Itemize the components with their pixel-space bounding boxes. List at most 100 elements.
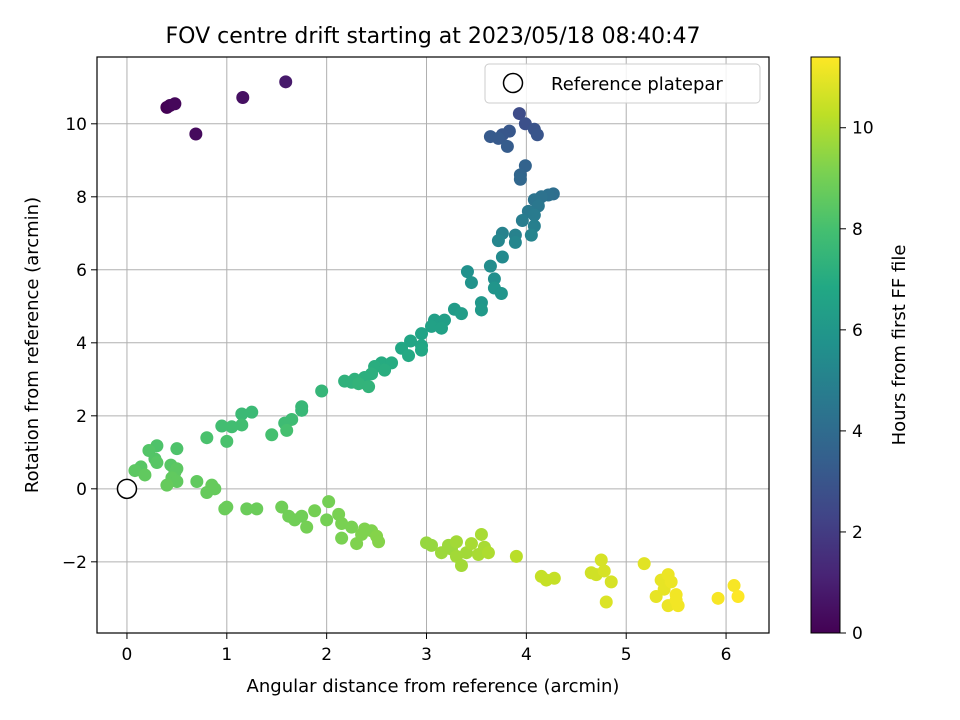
data-point [128, 464, 142, 478]
data-point [474, 527, 488, 541]
data-point [513, 172, 527, 186]
data-point [250, 502, 264, 516]
y-tick-label: 4 [76, 334, 87, 354]
data-point [378, 363, 392, 377]
data-point [491, 131, 505, 145]
data-point [236, 91, 250, 105]
data-point [225, 420, 239, 434]
data-point [402, 349, 416, 363]
legend-label: Reference platepar [551, 74, 723, 95]
data-point [190, 475, 204, 489]
data-point [335, 531, 349, 545]
data-point [170, 475, 184, 489]
reference-marker [116, 478, 138, 500]
data-point [280, 423, 294, 437]
x-tick-label: 1 [221, 645, 232, 665]
data-point [494, 287, 508, 301]
data-point [527, 208, 541, 222]
legend: Reference platepar [484, 63, 761, 104]
data-point [295, 403, 309, 417]
colorbar-gradient [810, 56, 841, 634]
y-tick-label: 2 [76, 407, 87, 427]
data-point [599, 595, 613, 609]
data-point [320, 513, 334, 527]
x-tick-label: 2 [321, 645, 332, 665]
data-point [235, 418, 249, 432]
data-point [547, 571, 561, 585]
data-point [352, 377, 366, 391]
data-point [524, 228, 538, 242]
data-point [345, 520, 359, 534]
colorbar-label: Hours from first FF file [889, 245, 910, 446]
data-point [594, 553, 608, 567]
data-point [275, 500, 289, 514]
data-point [322, 495, 336, 509]
data-point [495, 250, 509, 264]
plot-border [96, 56, 770, 634]
data-point [727, 579, 741, 593]
data-point [200, 431, 214, 445]
data-point [415, 327, 429, 341]
data-point [474, 303, 488, 317]
data-point [372, 535, 386, 549]
data-point [509, 549, 523, 563]
data-point [208, 482, 222, 496]
data-point [464, 276, 478, 290]
data-point [434, 321, 448, 335]
data-point [597, 564, 611, 578]
data-point [711, 591, 725, 605]
y-tick-label: 6 [76, 261, 87, 281]
data-point [449, 535, 463, 549]
legend-reference-marker [502, 72, 524, 94]
data-point [669, 593, 683, 607]
data-point [295, 509, 309, 523]
colorbar-tick-label: 10 [852, 119, 874, 139]
data-point [731, 589, 745, 603]
x-tick-label: 5 [621, 645, 632, 665]
y-tick-label: 0 [76, 480, 87, 500]
data-point [160, 478, 174, 492]
data-point [481, 546, 495, 560]
x-tick-label: 6 [721, 645, 732, 665]
data-point [335, 516, 349, 530]
data-point [404, 334, 418, 348]
data-point [515, 214, 529, 228]
data-point [637, 557, 651, 571]
data-point [530, 128, 544, 142]
data-point [245, 405, 259, 419]
data-point [415, 343, 429, 357]
data-point [425, 538, 439, 552]
data-point [300, 520, 314, 534]
data-point [460, 265, 474, 279]
data-point [138, 468, 152, 482]
colorbar-tick-label: 4 [852, 422, 863, 442]
data-point [512, 107, 526, 121]
data-point [170, 442, 184, 456]
plot-area [97, 57, 769, 633]
data-point [664, 575, 678, 589]
data-point [604, 575, 618, 589]
data-point [500, 139, 514, 153]
x-tick-label: 0 [122, 645, 133, 665]
x-axis-ticks: 0 1 2 3 4 5 6 [122, 633, 732, 665]
data-point [308, 504, 322, 518]
data-point [240, 502, 254, 516]
y-tick-label: −2 [62, 553, 87, 573]
data-point [168, 97, 182, 111]
data-point [315, 384, 329, 398]
colorbar-tick-label: 8 [852, 220, 863, 240]
data-point [189, 127, 203, 141]
colorbar: 0 2 4 6 8 10 Hours from first FF file [810, 56, 910, 644]
colorbar-tick-label: 6 [852, 321, 863, 341]
legend-box [484, 63, 761, 104]
colorbar-tick-label: 2 [852, 523, 863, 543]
chart-title: FOV centre drift starting at 2023/05/18 … [166, 24, 701, 49]
data-point [265, 428, 279, 442]
x-axis-label: Angular distance from reference (arcmin) [247, 676, 620, 697]
data-point [150, 456, 164, 470]
colorbar-tick-label: 0 [852, 624, 863, 644]
data-point [425, 319, 439, 333]
data-point [454, 558, 468, 572]
data-point [487, 272, 501, 286]
